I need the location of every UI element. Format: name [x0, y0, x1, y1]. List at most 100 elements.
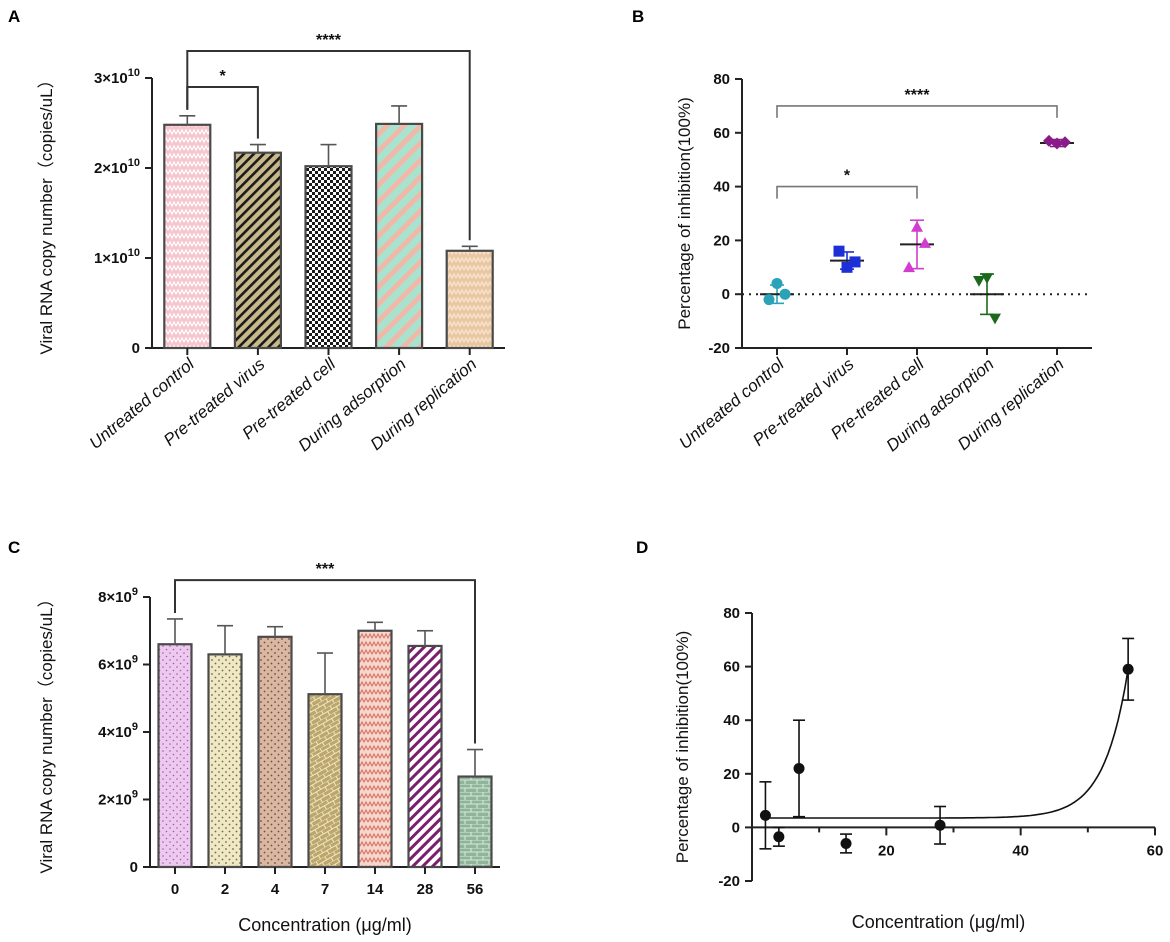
y-tick-label: 3×1010 [94, 67, 140, 87]
x-tick-label: 60 [1147, 842, 1164, 859]
y-tick-label-exponent: 10 [128, 157, 140, 169]
significance-label: **** [905, 87, 931, 104]
significance-label: **** [316, 32, 342, 49]
fit-curve [765, 669, 1129, 819]
data-point [841, 261, 853, 273]
y-axis-title: Percentage of inhibition(100%) [673, 631, 692, 863]
y-tick-label-mantissa: 2×10 [94, 160, 128, 177]
bar [257, 635, 293, 869]
chart-d: -20 0 20 40 60 80 20 40 60 Percentage of inhibiti… [673, 605, 1163, 932]
data-point [903, 261, 915, 273]
y-tick-label: 2×109 [98, 789, 138, 809]
x-axis-title: Concentration (μg/ml) [238, 915, 411, 935]
y-tick-label: 0 [722, 286, 730, 303]
data-point [763, 294, 775, 306]
data-point [833, 245, 845, 257]
x-category-label: 28 [417, 881, 434, 898]
data-point [793, 762, 805, 774]
data-point [919, 237, 931, 248]
x-category-label: 7 [321, 881, 329, 898]
y-tick-label-mantissa: 2×10 [98, 792, 132, 809]
y-axis-title: Percentage of inhibition(100%) [675, 97, 694, 329]
panel-letter-c: C [8, 538, 20, 557]
bar [304, 165, 353, 350]
y-tick-label: 4×109 [98, 721, 138, 741]
y-tick-label: 1×1010 [94, 247, 140, 267]
data-point [981, 273, 993, 285]
chart-b: -20 0 20 40 60 80 Percentage of inhibition(100… [675, 71, 1092, 455]
bar [307, 693, 343, 869]
y-tick-label-mantissa: 4×10 [98, 724, 132, 741]
x-category-label: 4 [271, 881, 280, 898]
bar [407, 644, 443, 869]
y-tick-label-exponent: 9 [132, 789, 138, 801]
data-point [773, 831, 785, 843]
y-tick-label: 20 [723, 766, 740, 783]
significance-bracket [186, 50, 471, 241]
y-tick-label: 40 [713, 179, 730, 196]
y-tick-label: 60 [723, 659, 740, 676]
y-tick-label-mantissa: 1×10 [94, 250, 128, 267]
y-tick-label-mantissa: 3×10 [94, 70, 128, 87]
y-axis-title: Viral RNA copy number（copies/uL） [37, 71, 56, 354]
bar [157, 643, 193, 869]
x-tick-label: 20 [878, 842, 895, 859]
y-tick-label: 0 [732, 819, 740, 836]
x-axis-title: Concentration (μg/ml) [852, 912, 1025, 932]
significance-label: * [219, 68, 226, 85]
x-category-label: 14 [367, 881, 384, 898]
data-point [1051, 137, 1063, 150]
x-category-label: 2 [221, 881, 229, 898]
data-point [1059, 136, 1071, 149]
data-point [911, 220, 923, 232]
panel-letter-a: A [8, 7, 20, 26]
y-tick-label-exponent: 9 [132, 654, 138, 666]
bar [357, 629, 393, 869]
data-point [771, 277, 783, 289]
y-tick-label: -20 [708, 340, 730, 357]
y-tick-label-exponent: 9 [132, 721, 138, 733]
y-tick-label-exponent: 10 [128, 67, 140, 79]
bar [233, 151, 282, 350]
data-point [849, 256, 861, 268]
significance-label: * [844, 168, 851, 185]
y-tick-label: 2×1010 [94, 157, 140, 177]
y-tick-label: 0 [132, 340, 140, 357]
significance-bracket [174, 579, 476, 744]
x-tick-label: 40 [1012, 842, 1029, 859]
data-point [934, 819, 946, 831]
significance-bracket [776, 105, 1058, 118]
y-tick-label: 20 [713, 232, 730, 249]
y-axis-title: Viral RNA copy number（copies/uL） [37, 590, 56, 873]
data-point [989, 313, 1001, 325]
y-tick-label: 80 [723, 605, 740, 622]
bar [207, 653, 243, 869]
bar [375, 122, 424, 350]
y-tick-label-mantissa: 6×10 [98, 657, 132, 674]
y-tick-label: 40 [723, 712, 740, 729]
y-tick-label: 60 [713, 125, 730, 142]
y-tick-label: -20 [718, 873, 740, 890]
y-tick-label: 6×109 [98, 654, 138, 674]
panel-letter-d: D [636, 538, 648, 557]
x-category-label: 56 [467, 881, 484, 898]
bar [457, 775, 493, 869]
data-point [840, 837, 852, 849]
y-tick-label-exponent: 10 [128, 247, 140, 259]
significance-bracket [776, 185, 918, 199]
bar [163, 123, 212, 350]
x-category-label: 0 [171, 881, 179, 898]
panel-letter-b: B [632, 7, 644, 26]
data-point [1122, 663, 1134, 675]
bar [445, 249, 494, 350]
significance-label: *** [316, 561, 335, 578]
data-point [779, 288, 791, 300]
y-tick-label-exponent: 9 [132, 586, 138, 598]
y-tick-label: 80 [713, 71, 730, 88]
y-tick-label: 0 [130, 859, 138, 876]
y-tick-label: 8×109 [98, 586, 138, 606]
data-point [759, 809, 771, 821]
